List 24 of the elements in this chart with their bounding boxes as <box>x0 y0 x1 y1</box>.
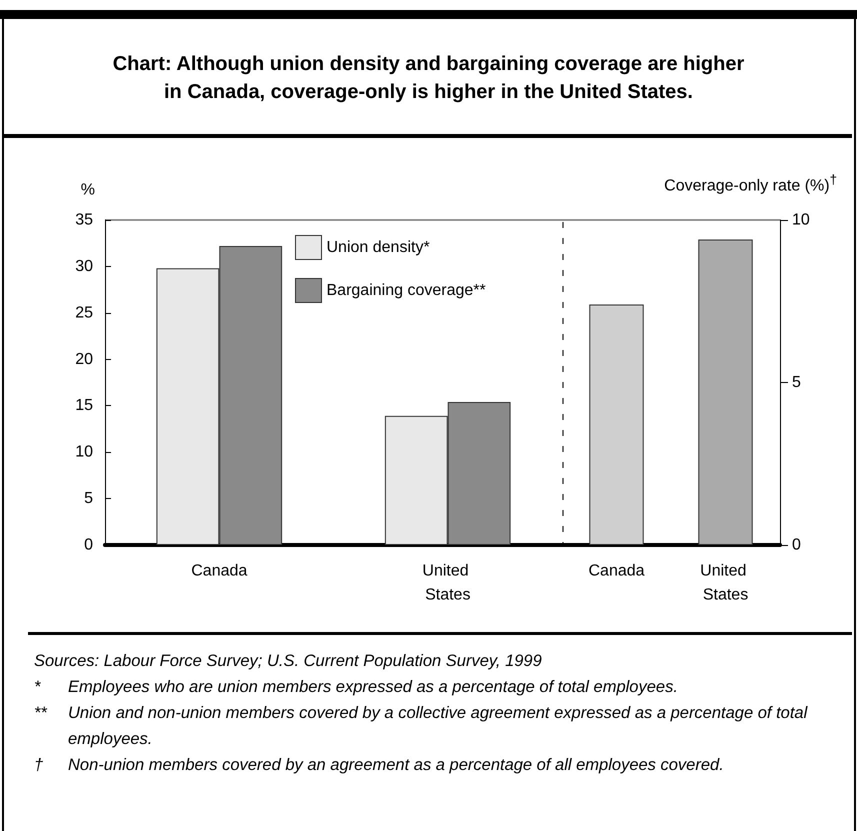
x-tick-label: Canada <box>191 562 248 580</box>
y2-tick-label: 10 <box>792 212 810 228</box>
y2-axis-title: Coverage-only rate (%)$^{†}$ <box>664 172 837 196</box>
y-tick-label: 20 <box>75 350 94 368</box>
y-tick-label: 15 <box>75 397 94 414</box>
y-axis-title: % <box>80 182 95 198</box>
y-tick-label: 5 <box>84 490 94 508</box>
y2-tick-label: 5 <box>792 374 801 391</box>
text: † Non-union members covered by an agreement as a percentage of all employees covered. <box>34 756 724 774</box>
y-tick-label: 35 <box>75 212 94 228</box>
x-tick-label: United States <box>422 562 474 604</box>
y-tick-label: 0 <box>84 536 94 554</box>
chart-title: Chart: Although union density and bargaining coverage are higher in Canada, coverage-only is higher in the United States. <box>112 52 746 105</box>
source-note: Sources: Labour Force Survey; U.S. Current Population Survey, 1999 <box>34 651 543 672</box>
text: * Employees who are union members expressed as a percentage of total employees. <box>34 678 678 696</box>
y-tick-label: 30 <box>75 258 94 275</box>
y2-tick-label: 0 <box>792 536 801 554</box>
text: ** Union and non-union members covered by a collective agreement expressed as a percentage of total employees. <box>34 704 808 748</box>
x-tick-label: United States <box>700 562 751 604</box>
x-tick-label: Canada <box>588 562 645 580</box>
y-tick-label: 25 <box>75 304 94 322</box>
legend-label: Bargaining coverage** <box>326 282 486 299</box>
legend-label: Union density* <box>326 239 430 256</box>
y-tick-label: 10 <box>75 444 94 461</box>
